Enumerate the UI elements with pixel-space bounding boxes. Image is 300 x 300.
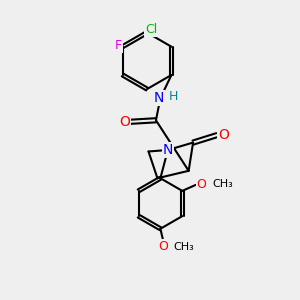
Text: O: O [119,115,130,129]
Text: F: F [115,39,122,52]
Text: CH₃: CH₃ [212,179,233,189]
Text: N: N [154,91,164,105]
Text: O: O [197,178,206,191]
Text: O: O [218,128,229,142]
Text: O: O [158,240,168,253]
Text: N: N [163,143,173,157]
Text: CH₃: CH₃ [174,242,194,252]
Text: H: H [168,90,178,103]
Text: Cl: Cl [146,22,158,35]
